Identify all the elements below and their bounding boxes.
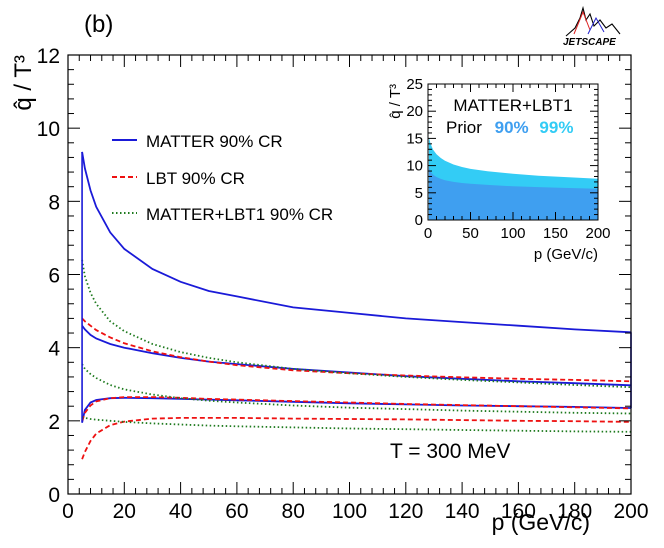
y-tick-label-2: 4 [48, 338, 60, 361]
series-line-6 [81, 259, 632, 389]
inset-x-tick-label-0: 0 [424, 225, 432, 242]
x-tick-label-8: 160 [501, 500, 536, 523]
y-tick-label-6: 12 [37, 45, 60, 68]
series-line-7 [81, 363, 632, 415]
inset-prior-label: Prior 90% 99% [446, 118, 573, 137]
x-tick-label-7: 140 [445, 500, 480, 523]
x-tick-label-0: 0 [62, 500, 74, 523]
inset-y-tick-label-3: 15 [406, 130, 423, 147]
main-curves [81, 151, 632, 460]
temperature-annotation: T = 300 MeV [390, 440, 510, 463]
prior-99-label: 99% [539, 118, 573, 137]
legend: MATTER 90% CR LBT 90% CR MATTER+LBT1 90%… [112, 132, 333, 224]
x-tick-label-1: 20 [113, 500, 136, 523]
legend-label-lbt: LBT 90% CR [146, 169, 245, 188]
prior-text: Prior [446, 118, 482, 137]
series-line-0 [81, 151, 632, 334]
inset-x-tick-label-1: 50 [462, 225, 479, 242]
legend-label-matter: MATTER 90% CR [146, 132, 283, 151]
inset-plot: 0 50 100 150 200 0 5 10 15 20 25 MATTER+LBT1 Prio… [387, 76, 611, 263]
legend-label-combined: MATTER+LBT1 90% CR [146, 205, 333, 224]
x-tick-label-10: 200 [613, 500, 648, 523]
main-x-axis-label: p (GeV/c) [492, 509, 590, 535]
main-y-axis-label: q̂ / T³ [10, 55, 37, 111]
x-tick-label-4: 80 [282, 500, 305, 523]
x-tick-label-9: 180 [557, 500, 592, 523]
series-line-4 [81, 396, 632, 422]
y-tick-label-3: 6 [48, 265, 60, 288]
y-tick-label-4: 8 [48, 191, 60, 214]
y-tick-label-1: 2 [48, 411, 60, 434]
main-x-tick-labels: 0 20 40 60 80 100 120 140 160 180 200 [62, 500, 648, 523]
inset-y-tick-label-4: 20 [406, 103, 423, 120]
series-line-5 [81, 417, 632, 460]
inset-x-tick-label-3: 150 [543, 225, 568, 242]
inset-x-axis-label: p (GeV/c) [534, 246, 598, 263]
inset-y-axis-label: q̂ / T³ [387, 84, 404, 119]
prior-90-label: 90% [495, 118, 529, 137]
x-tick-label-5: 100 [332, 500, 367, 523]
inset-ticks [427, 83, 599, 221]
inset-y-tick-label-0: 0 [415, 212, 423, 229]
inset-title: MATTER+LBT1 [453, 96, 572, 115]
inset-y-tick-label-2: 10 [406, 158, 423, 175]
main-ticks [67, 54, 632, 495]
inset-y-tick-labels: 0 5 10 15 20 25 [406, 76, 423, 229]
inset-y-tick-label-5: 25 [406, 76, 423, 93]
jetscape-logo: JETSCAPE [563, 5, 621, 48]
inset-area-1 [428, 166, 598, 220]
series-line-1 [81, 325, 632, 387]
logo-text: JETSCAPE [563, 37, 616, 48]
x-tick-label-6: 120 [388, 500, 423, 523]
inset-x-tick-labels: 0 50 100 150 200 [424, 225, 611, 242]
y-tick-label-0: 0 [48, 484, 60, 507]
x-tick-label-3: 60 [225, 500, 248, 523]
main-y-tick-labels: 0 2 4 6 8 10 12 [37, 45, 61, 507]
panel-label: (b) [84, 11, 113, 38]
series-line-8 [81, 416, 632, 433]
x-tick-label-2: 40 [169, 500, 192, 523]
inset-y-tick-label-1: 5 [415, 185, 423, 202]
series-line-3 [81, 317, 632, 383]
inset-areas [428, 137, 598, 220]
inset-x-tick-label-2: 100 [500, 225, 525, 242]
y-tick-label-5: 10 [37, 118, 60, 141]
inset-x-tick-label-4: 200 [585, 225, 610, 242]
